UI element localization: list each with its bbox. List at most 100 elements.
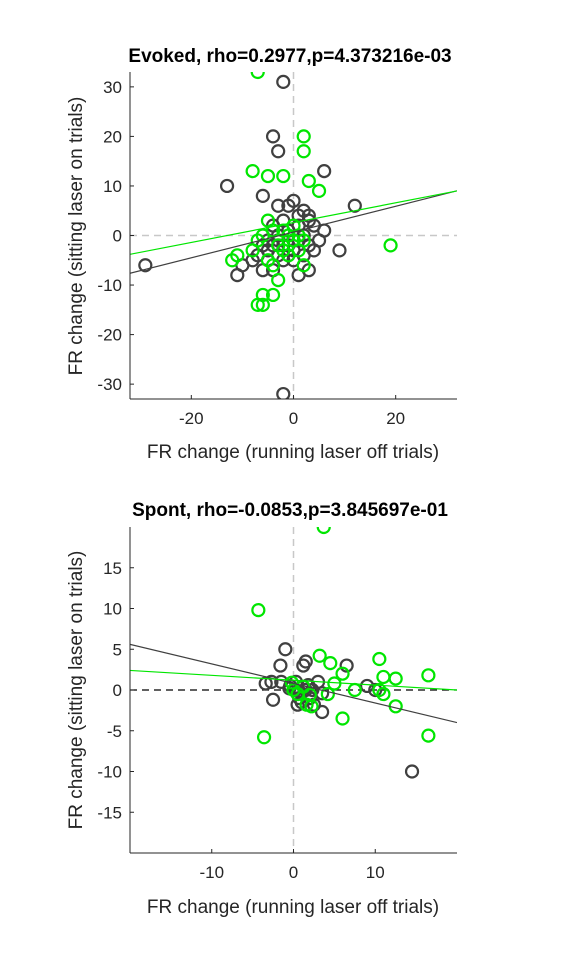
spont-x-tick-label-0: -10 [199,863,224,882]
evoked-fit-line-0 [130,190,457,274]
evoked-point-1-6 [301,173,316,189]
evoked-point-1-16 [265,258,281,273]
evoked-data-layer [130,72,457,399]
evoked-x-axis-label: FR change (running laser off trials) [147,442,439,463]
evoked-y-tick-label-2: -10 [97,276,122,295]
evoked-point-0-6 [255,188,270,203]
evoked-point-0-7 [271,198,286,213]
spont-point-1-12 [335,711,350,726]
evoked-y-tick-label-6: 30 [103,78,122,97]
spont-y-tick-label-2: -5 [107,722,122,741]
spont-y-tick-label-0: -15 [97,803,122,822]
spont-plot-area: -15 -10 -5 0 5 10 15 -10 0 10 [97,527,457,882]
evoked-title: Evoked, rho=0.2977,p=4.373216e-03 [128,46,451,67]
evoked-point-1-7 [311,183,327,199]
evoked-point-0-41 [311,233,327,248]
spont-point-1-6 [335,666,350,681]
spont-point-1-3 [312,648,327,663]
evoked-point-0-9 [286,193,301,208]
evoked-y-tick-label-3: 0 [113,227,122,246]
evoked-point-0-16 [332,243,347,258]
spont-point-0-14 [265,692,281,707]
spont-y-tick-label-3: 0 [113,681,122,700]
spont-point-1-0 [316,527,331,535]
evoked-y-tick-label-5: 20 [103,127,122,146]
spont-point-0-4 [339,658,354,673]
spont-point-0-3 [273,658,288,673]
spont-fit-line-1 [130,669,457,691]
evoked-point-1-18 [265,287,281,303]
spont-y-tick-label-4: 5 [113,640,122,659]
evoked-point-1-8 [383,238,398,253]
evoked-point-1-20 [250,297,265,312]
evoked-point-1-24 [225,253,240,268]
spont-point-0-18 [315,704,330,720]
evoked-point-1-1 [296,129,311,144]
spont-point-1-9 [388,671,403,686]
spont-point-1-14 [372,682,387,698]
evoked-y-tick-label-0: -30 [97,375,122,394]
spont-point-0-0 [278,642,293,657]
spont-y-tick-label-5: 10 [103,600,122,619]
spont-fit-line-0 [130,643,457,724]
spont-point-1-22 [304,699,319,714]
spont-x-axis-label: FR change (running laser off trials) [147,897,439,918]
spont-y-tick-label-6: 15 [103,559,122,578]
spont-point-1-8 [376,669,391,685]
evoked-point-0-2 [219,178,235,194]
evoked-point-0-0 [138,258,153,273]
evoked-x-tick-label-2: 20 [386,409,405,428]
evoked-point-1-5 [276,168,291,184]
evoked-point-1-0 [250,72,265,80]
spont-y-axis-label: FR change (sitting laser on trials) [66,551,87,830]
spont-series-1 [251,527,436,745]
evoked-fit-line-1 [130,190,457,255]
spont-point-1-4 [372,651,387,667]
evoked-point-0-14 [347,198,362,213]
spont-point-1-1 [251,603,266,618]
evoked-y-tick-label-1: -20 [97,326,122,345]
spont-series-0 [258,642,420,779]
evoked-point-0-3 [265,129,281,144]
spont-title: Spont, rho=-0.0853,p=3.845697e-01 [132,500,448,521]
evoked-point-0-1 [276,74,291,90]
evoked-series-0 [138,74,362,399]
spont-point-1-20 [284,675,299,690]
evoked-point-0-5 [317,163,332,179]
evoked-point-0-4 [271,144,286,159]
evoked-x-tick-label-1: 0 [289,409,298,428]
evoked-x-tick-label-0: -20 [179,409,204,428]
evoked-y-tick-label-4: 10 [103,177,122,196]
spont-point-0-22 [404,764,420,779]
evoked-y-axis-label: FR change (sitting laser on trials) [66,97,87,376]
evoked-point-1-22 [245,243,260,258]
spont-panel: Spont, rho=-0.0853,p=3.845697e-01 -15 -10… [66,500,457,918]
spont-point-0-6 [264,674,279,689]
evoked-panel: Evoked, rho=0.2977,p=4.373216e-03 -30 -20… [66,46,457,463]
evoked-point-1-4 [260,168,276,184]
spont-point-0-7 [258,676,273,691]
evoked-point-1-17 [271,272,286,288]
spont-x-tick-label-1: 0 [289,863,298,882]
evoked-series-1 [225,72,398,312]
evoked-point-1-2 [296,144,311,159]
evoked-plot-area: -30 -20 -10 0 10 20 30 -20 0 20 [97,72,457,428]
spont-point-0-20 [359,678,375,694]
spont-point-1-7 [421,668,436,683]
spont-point-1-2 [256,730,272,745]
evoked-point-1-3 [245,163,260,179]
spont-y-tick-label-1: -10 [97,763,122,782]
spont-point-0-21 [368,682,383,698]
evoked-point-1-33 [286,233,301,248]
spont-x-tick-label-2: 10 [366,863,385,882]
evoked-point-1-27 [296,258,311,273]
evoked-point-1-30 [296,233,311,248]
spont-point-0-2 [296,658,311,673]
spont-point-1-24 [320,686,335,702]
evoked-point-0-25 [230,268,245,283]
spont-point-1-11 [421,728,436,743]
evoked-point-0-47 [276,386,291,399]
evoked-point-1-21 [255,297,270,312]
spont-point-1-15 [376,686,391,702]
